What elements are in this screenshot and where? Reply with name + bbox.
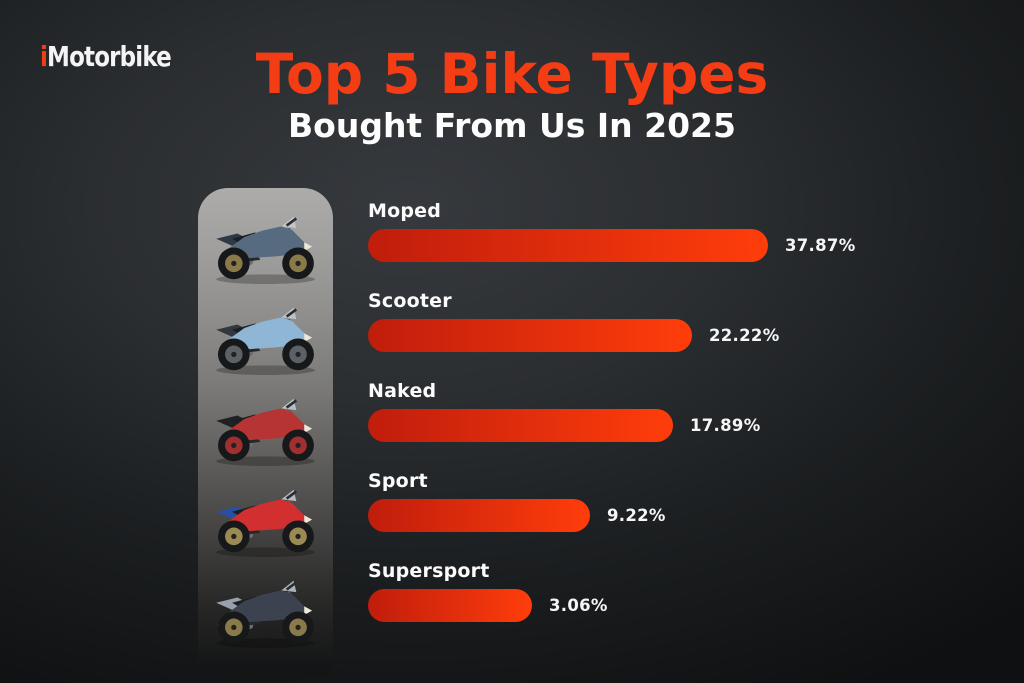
bar-category-label: Naked bbox=[368, 380, 437, 402]
bar-value-label: 9.22% bbox=[607, 506, 666, 525]
logo-wordmark: Motorbike bbox=[47, 40, 172, 73]
bar-line: 9.22% bbox=[368, 499, 968, 532]
bar-sport bbox=[368, 499, 590, 532]
bar-line: 3.06% bbox=[368, 589, 968, 622]
bar-category-label: Sport bbox=[368, 470, 428, 492]
bike-slot bbox=[200, 198, 331, 289]
chart-row: Sport 9.22% bbox=[368, 470, 968, 532]
scooter-bike-image bbox=[216, 307, 315, 375]
chart-row: Naked 17.89% bbox=[368, 380, 968, 442]
bike-slot bbox=[200, 471, 331, 562]
chart-row: Scooter 22.22% bbox=[368, 290, 968, 352]
bar-value-label: 37.87% bbox=[785, 236, 856, 255]
bar-value-label: 22.22% bbox=[709, 326, 780, 345]
naked-bike-image bbox=[216, 398, 315, 466]
page-subtitle: Bought From Us In 2025 bbox=[288, 105, 736, 145]
bar-category-label: Scooter bbox=[368, 290, 452, 312]
logo-accent-letter: i bbox=[40, 40, 48, 73]
bar-value-label: 17.89% bbox=[690, 416, 761, 435]
bike-slot bbox=[200, 289, 331, 380]
bar-line: 17.89% bbox=[368, 409, 968, 442]
chart-row: Moped 37.87% bbox=[368, 200, 968, 262]
bike-slot bbox=[200, 380, 331, 471]
chart-row: Supersport 3.06% bbox=[368, 560, 968, 622]
bar-chart: Moped 37.87% Scooter 22.22% Naked 17.89%… bbox=[368, 200, 968, 650]
header: Top 5 Bike Types Bought From Us In 2025 bbox=[0, 44, 1024, 144]
moped-bike-image bbox=[216, 216, 315, 284]
bar-category-label: Moped bbox=[368, 200, 442, 222]
bar-moped bbox=[368, 229, 768, 262]
bar-value-label: 3.06% bbox=[549, 596, 608, 615]
supersport-bike-image bbox=[216, 580, 315, 648]
bar-line: 22.22% bbox=[368, 319, 968, 352]
bar-supersport bbox=[368, 589, 532, 622]
imotorbike-logo: iMotorbike bbox=[40, 40, 172, 73]
bar-category-label: Supersport bbox=[368, 560, 490, 582]
bar-line: 37.87% bbox=[368, 229, 968, 262]
sport-bike-image bbox=[216, 489, 315, 557]
bar-naked bbox=[368, 409, 673, 442]
bar-scooter bbox=[368, 319, 692, 352]
bike-slot bbox=[200, 562, 331, 653]
page-title: Top 5 Bike Types bbox=[255, 42, 769, 106]
bike-gallery-panel bbox=[198, 188, 333, 683]
